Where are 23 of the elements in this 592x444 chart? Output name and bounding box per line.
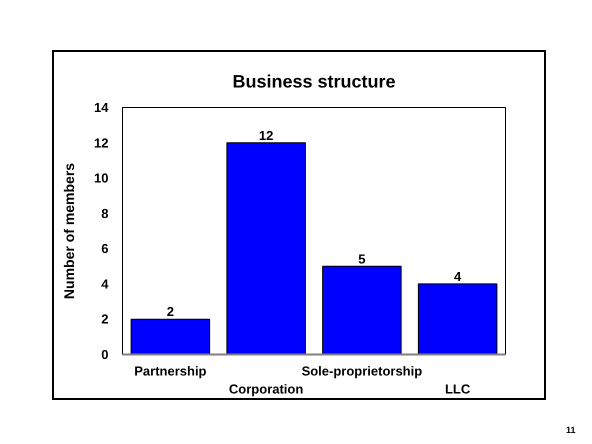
text: 11 bbox=[566, 424, 576, 437]
y-axis-title: Number of members bbox=[61, 162, 78, 300]
bar bbox=[322, 266, 402, 354]
y-tick-label: 6 bbox=[101, 241, 109, 256]
data-label: 12 bbox=[258, 128, 274, 143]
y-tick-label: 10 bbox=[94, 170, 109, 186]
x-tick-label: LLC bbox=[444, 382, 471, 396]
y-tick-label: 0 bbox=[101, 347, 109, 362]
chart-title: Business structure bbox=[232, 72, 396, 92]
data-label: 2 bbox=[166, 304, 174, 320]
bar bbox=[418, 283, 498, 354]
x-tick-label: Corporation bbox=[228, 382, 304, 396]
data-label: 5 bbox=[358, 251, 366, 266]
data-label: 4 bbox=[454, 268, 462, 284]
y-tick-label: 12 bbox=[94, 135, 109, 150]
y-tick-label: 4 bbox=[101, 276, 110, 292]
bar bbox=[130, 318, 210, 354]
y-tick-label: 14 bbox=[94, 100, 110, 115]
x-tick-label: Sole-proprietorship bbox=[302, 364, 422, 378]
x-tick-label: Partnership bbox=[134, 364, 207, 378]
bar bbox=[226, 142, 306, 354]
y-tick-label: 8 bbox=[101, 206, 109, 221]
y-tick-label: 2 bbox=[101, 312, 109, 327]
